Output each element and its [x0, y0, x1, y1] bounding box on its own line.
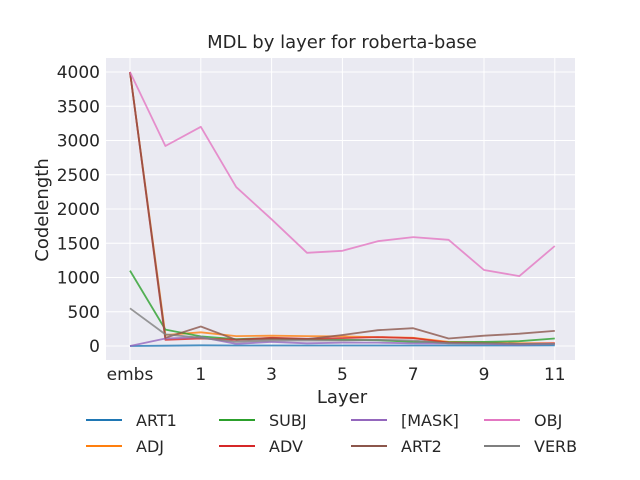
series-line-art2	[129, 71, 555, 341]
y-tick-label: 1500	[57, 234, 100, 254]
x-tick-label: 9	[479, 365, 490, 385]
legend-entry: ART1	[86, 411, 177, 430]
y-tick-label: 3000	[57, 132, 100, 152]
legend-entry: SUBJ	[219, 411, 307, 430]
y-tick-label: 2500	[57, 166, 100, 186]
legend-entry: ADJ	[86, 437, 164, 456]
series-line-art1	[129, 344, 555, 347]
y-axis-label: Codelength	[32, 158, 53, 261]
x-tick-label: 1	[195, 365, 206, 385]
x-tick-label: embs	[107, 365, 154, 385]
x-tick-label: 3	[266, 365, 277, 385]
series-lines	[129, 71, 556, 347]
legend-entry: ART2	[351, 437, 442, 456]
legend-label: ADV	[269, 437, 303, 456]
x-tick-label: 5	[337, 365, 348, 385]
x-tick-label: 7	[408, 365, 419, 385]
grid	[106, 58, 575, 360]
legend-entry: ADV	[219, 437, 303, 456]
x-tick-label: 11	[544, 365, 566, 385]
tick-labels: 0 500 1000 1500 2000 2500 3000 3500 4000 embs 1 3 5 7…	[57, 63, 566, 385]
legend-label: ART2	[401, 437, 442, 456]
legend-entry: OBJ	[484, 411, 562, 430]
legend-entry: [MASK]	[351, 411, 459, 430]
series-line-obj	[129, 71, 556, 278]
chart-title: MDL by layer for roberta-base	[207, 32, 477, 53]
legend-label: [MASK]	[401, 411, 459, 430]
y-tick-label: 4000	[57, 63, 100, 83]
legend: ART1 ADJ SUBJ ADV [MASK] ART2 OBJ VERB	[86, 411, 577, 456]
y-tick-label: 500	[68, 303, 100, 323]
legend-label: VERB	[534, 437, 577, 456]
y-tick-label: 3500	[57, 97, 100, 117]
legend-label: SUBJ	[269, 411, 307, 430]
legend-label: ADJ	[136, 437, 164, 456]
legend-label: ART1	[136, 411, 177, 430]
legend-label: OBJ	[534, 411, 562, 430]
x-axis-label: Layer	[317, 387, 368, 408]
series-line-verb	[129, 307, 555, 345]
y-tick-label: 2000	[57, 200, 100, 220]
y-tick-label: 0	[89, 337, 100, 357]
legend-entry: VERB	[484, 437, 577, 456]
y-tick-label: 1000	[57, 269, 100, 289]
